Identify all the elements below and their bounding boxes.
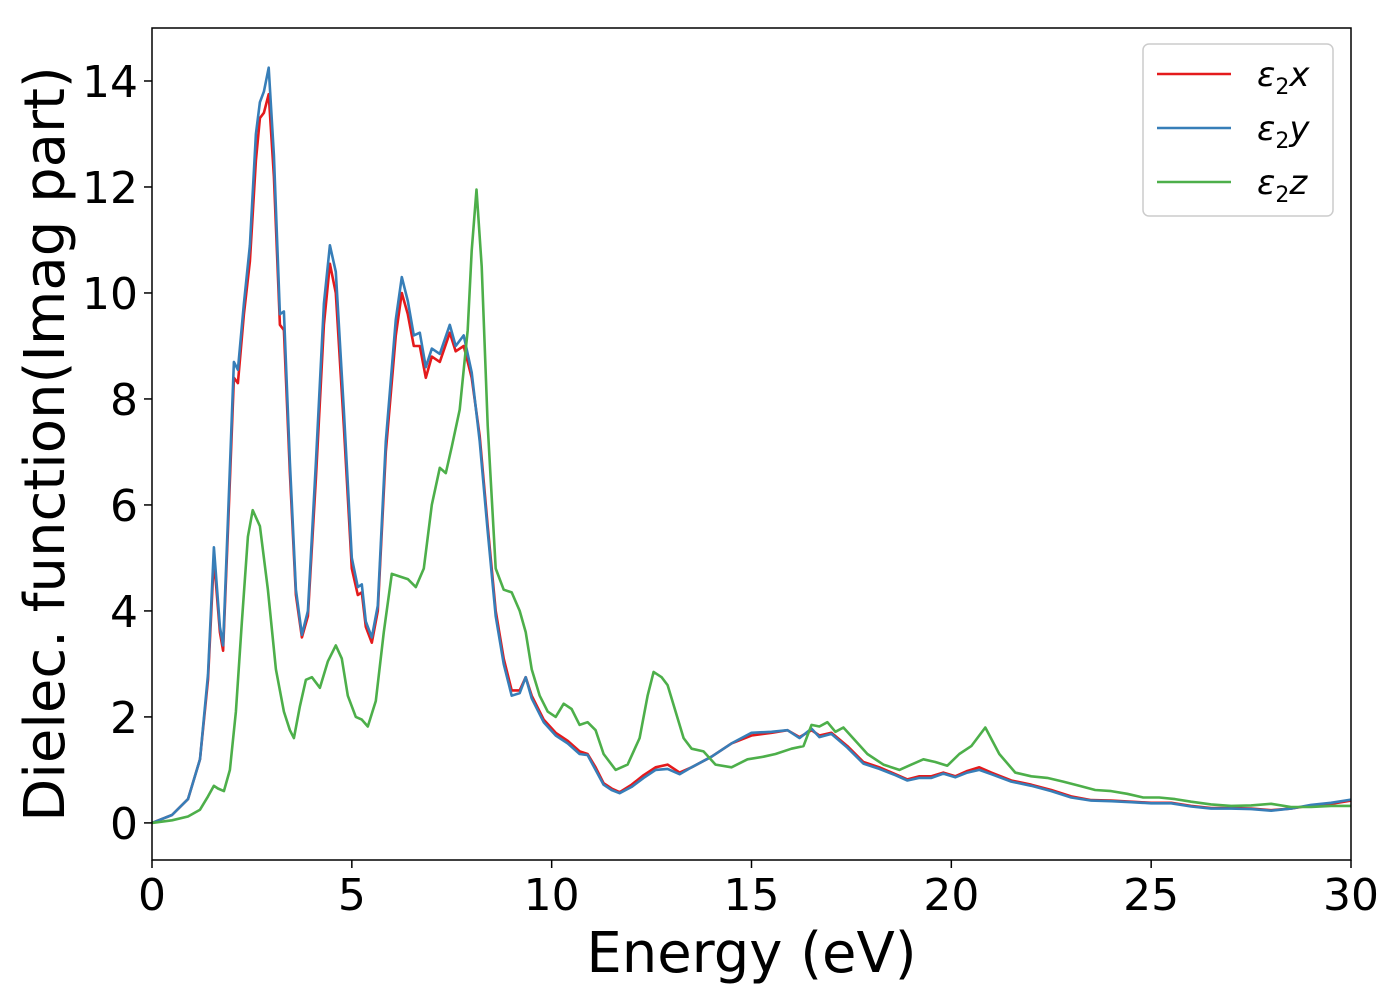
x-tick-label: 15: [724, 870, 780, 921]
x-tick-label: 20: [923, 870, 979, 921]
legend-label-y: ε2y: [1257, 109, 1310, 154]
x-tick-label: 30: [1323, 870, 1379, 921]
x-tick-label: 25: [1123, 870, 1179, 921]
ticks-layer: 0 5 10 15 20 25 30 0 2 4 6 8 10 12 14: [82, 57, 1379, 921]
x-tick-label: 10: [524, 870, 580, 921]
legend-label-z: ε2z: [1257, 163, 1308, 208]
y-axis-label: Dielec. function(Imag part): [13, 66, 78, 822]
series-layer: [151, 66, 1352, 825]
y-tick-label: 12: [82, 163, 138, 214]
legend-box: [1142, 43, 1334, 217]
y-tick-label: 14: [82, 57, 138, 108]
x-tick-label: 5: [338, 870, 366, 921]
series-line-y: [151, 66, 1352, 825]
legend-label-x: ε2x: [1257, 55, 1310, 100]
y-tick-label: 10: [82, 269, 138, 320]
y-tick-label: 0: [110, 799, 138, 850]
x-tick-label: 0: [138, 870, 166, 921]
y-tick-label: 6: [110, 481, 138, 532]
y-tick-label: 4: [110, 587, 138, 638]
y-tick-label: 8: [110, 375, 138, 426]
x-axis-label: Energy (eV): [586, 921, 916, 986]
legend: ε2x ε2y ε2z: [1142, 43, 1334, 217]
series-line-z: [151, 188, 1351, 825]
y-tick-label: 2: [110, 693, 138, 744]
